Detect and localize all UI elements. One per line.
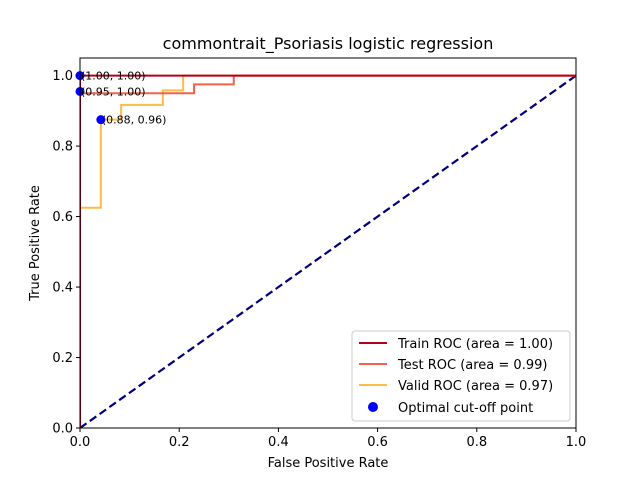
x-tick-label: 0.0 — [70, 435, 91, 450]
valid-roc-line — [80, 74, 576, 428]
optimal-point-annotation: (0.88, 0.96) — [102, 114, 167, 127]
x-tick-label: 0.6 — [367, 435, 388, 450]
y-tick-label: 0.8 — [52, 140, 73, 155]
legend-test-label: Test ROC (area = 0.99) — [397, 358, 547, 373]
points-layer: (1.00, 1.00) (0.95, 1.00) (0.88, 0.96) — [75, 70, 167, 127]
chart-title: commontrait_Psoriasis logistic regressio… — [163, 34, 494, 54]
y-tick-label: 0.2 — [52, 351, 73, 366]
optimal-cutoff-point — [96, 115, 106, 125]
x-tick-label: 1.0 — [566, 435, 587, 450]
legend-frame — [351, 330, 571, 422]
chance-diagonal-line — [80, 74, 576, 428]
y-tick-label: 0.4 — [52, 281, 73, 296]
legend-optimal-marker — [368, 402, 378, 412]
legend-train-label: Train ROC (area = 1.00) — [397, 337, 553, 352]
y-tick-label: 0.0 — [52, 422, 73, 437]
x-tick-label: 0.4 — [268, 435, 289, 450]
y-tick-label: 1.0 — [52, 69, 73, 84]
optimal-point-annotation: (1.00, 1.00) — [81, 70, 146, 83]
legend-valid-label: Valid ROC (area = 0.97) — [398, 379, 553, 394]
y-tick-label: 0.6 — [52, 210, 73, 225]
legend-optimal-label: Optimal cut-off point — [398, 401, 533, 416]
series-layer — [80, 74, 576, 428]
y-axis-label: True Positive Rate — [28, 185, 43, 302]
x-axis-label: False Positive Rate — [268, 456, 389, 471]
train-roc-line — [80, 74, 576, 428]
x-axis-ticks: 0.0 0.2 0.4 0.6 0.8 1.0 — [70, 428, 587, 450]
x-tick-label: 0.2 — [169, 435, 190, 450]
legend: Train ROC (area = 1.00) Test ROC (area =… — [351, 330, 571, 422]
optimal-point-annotation: (0.95, 1.00) — [81, 85, 146, 98]
x-tick-label: 0.8 — [466, 435, 487, 450]
axes-frame — [79, 57, 577, 429]
y-axis-ticks: 0.0 0.2 0.4 0.6 0.8 1.0 — [52, 69, 80, 437]
